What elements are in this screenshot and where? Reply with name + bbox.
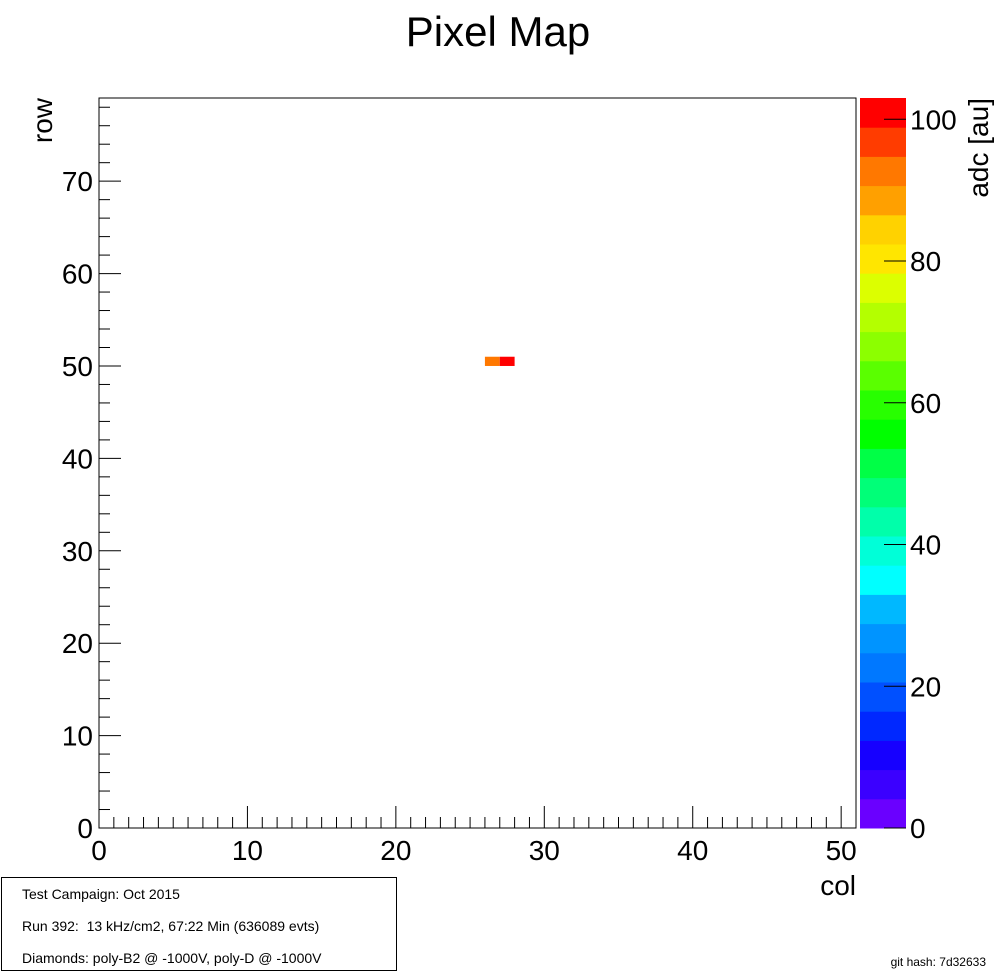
color-scale-band [860, 652, 906, 683]
x-tick-label: 40 [677, 835, 708, 866]
color-scale-band [860, 769, 906, 800]
heatmap-cell [484, 356, 500, 366]
color-scale-band [860, 682, 906, 712]
y-tick-label: 20 [62, 628, 93, 659]
x-axis-label: col [820, 870, 856, 901]
y-tick-label: 40 [62, 443, 93, 474]
color-scale-band [860, 273, 906, 303]
x-tick-label: 20 [380, 835, 411, 866]
y-tick-label: 50 [62, 351, 93, 382]
color-scale-band [860, 156, 906, 187]
color-scale-tick-label: 100 [910, 104, 957, 135]
color-scale-band [860, 623, 906, 654]
info-run: Run 392: 13 kHz/cm2, 67:22 Min (636089 e… [22, 918, 320, 934]
y-tick-label: 60 [62, 259, 93, 290]
color-scale-tick-label: 80 [910, 246, 941, 277]
x-tick-label: 50 [826, 835, 857, 866]
color-scale-band [860, 331, 906, 362]
color-scale-band [860, 244, 906, 274]
color-scale-label: adc [au] [963, 98, 994, 198]
color-scale-band [860, 448, 906, 479]
color-scale-band [860, 506, 906, 537]
color-scale-tick-label: 20 [910, 671, 941, 702]
color-scale-tick-label: 0 [910, 813, 926, 844]
color-scale-tick-label: 40 [910, 530, 941, 561]
x-tick-label: 30 [529, 835, 560, 866]
x-axis: 0 10 20 30 40 50 [91, 806, 857, 866]
color-scale-band [860, 536, 906, 566]
x-tick-label: 0 [91, 835, 107, 866]
color-scale-band [860, 740, 906, 771]
y-axis: 0 10 20 30 40 50 60 70 [62, 106, 121, 844]
color-scale-band [860, 185, 906, 216]
heatmap-cells [484, 356, 515, 366]
y-axis-label: row [27, 97, 58, 143]
chart-title: Pixel Map [406, 8, 590, 55]
color-scale-band [860, 98, 906, 128]
y-tick-label: 0 [77, 813, 93, 844]
info-box: Test Campaign: Oct 2015 Run 392: 13 kHz/… [1, 877, 397, 971]
color-scale-band [860, 127, 906, 157]
info-campaign: Test Campaign: Oct 2015 [22, 886, 180, 902]
color-scale-band [860, 594, 906, 625]
color-scale-band [860, 565, 906, 595]
color-scale-band [860, 419, 906, 449]
color-scale-band [860, 214, 906, 245]
x-tick-label: 10 [232, 835, 263, 866]
color-scale-band [860, 477, 906, 508]
info-diamonds: Diamonds: poly-B2 @ -1000V, poly-D @ -10… [22, 950, 322, 966]
plot-frame [98, 97, 857, 829]
color-scale-tick-label: 60 [910, 388, 941, 419]
color-scale: 0 20 40 60 80 100 [860, 98, 957, 844]
color-scale-band [860, 302, 906, 333]
git-hash: git hash: 7d32633 [890, 955, 986, 969]
heatmap-cell [499, 356, 515, 366]
color-scale-band [860, 360, 906, 391]
y-tick-label: 10 [62, 721, 93, 752]
color-scale-band [860, 390, 906, 420]
y-tick-label: 30 [62, 536, 93, 567]
color-scale-band [860, 798, 906, 829]
y-tick-label: 70 [62, 166, 93, 197]
color-scale-band [860, 711, 906, 741]
